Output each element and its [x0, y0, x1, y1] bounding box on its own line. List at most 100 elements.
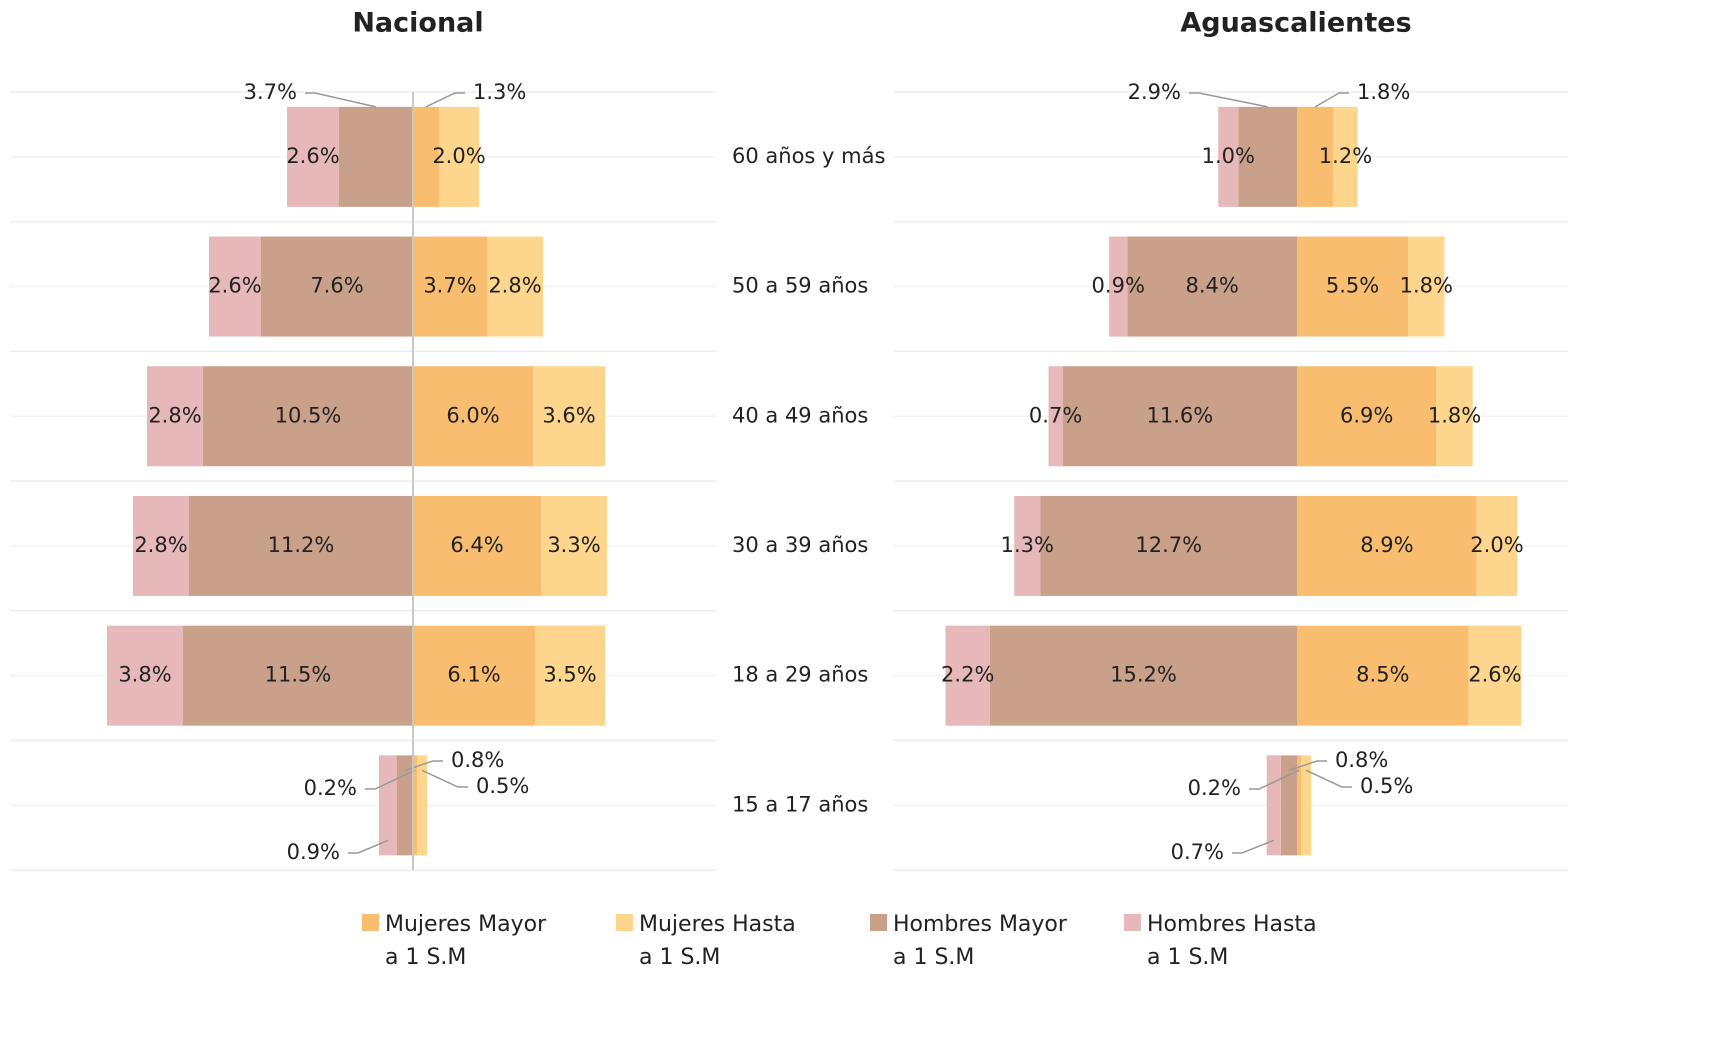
- category-label: 40 a 49 años: [732, 403, 868, 427]
- bar-segment: [339, 106, 413, 207]
- data-label: 2.8%: [148, 403, 201, 427]
- data-label: 2.9%: [1128, 80, 1181, 104]
- bar-segment: [487, 236, 543, 337]
- data-label: 15.2%: [1110, 663, 1177, 687]
- leader-line: [365, 769, 416, 790]
- data-label: 2.8%: [134, 533, 187, 557]
- data-label: 3.5%: [543, 663, 596, 687]
- data-label: 2.6%: [208, 274, 261, 298]
- bar-segment: [439, 106, 479, 207]
- legend-swatch: [616, 914, 633, 931]
- data-label: 2.2%: [941, 663, 994, 687]
- data-label: 1.8%: [1428, 403, 1481, 427]
- bar-segment: [535, 625, 605, 726]
- bar-segment: [413, 236, 487, 337]
- bar-segment: [1062, 366, 1297, 467]
- bar-segment: [1468, 625, 1522, 726]
- category-label: 15 a 17 años: [732, 792, 868, 816]
- bar-segment: [1297, 625, 1469, 726]
- data-label: 3.7%: [244, 80, 297, 104]
- data-label: 1.8%: [1357, 80, 1410, 104]
- bar-segment: [417, 755, 427, 856]
- bar-segment: [945, 625, 990, 726]
- legend-label: Mujeres Hasta a 1 S.M: [639, 912, 796, 970]
- leader-line: [1314, 92, 1349, 108]
- bar-segment: [189, 495, 413, 596]
- legend-swatch: [870, 914, 887, 931]
- legend-item: Mujeres Mayor a 1 S.M: [362, 908, 560, 974]
- data-label: 0.5%: [476, 774, 529, 798]
- data-label: 12.7%: [1135, 533, 1202, 557]
- bar-segment: [133, 495, 189, 596]
- data-label: 0.2%: [1188, 776, 1241, 800]
- bar-segment: [147, 366, 203, 467]
- bar-segment: [397, 755, 413, 856]
- data-label: 11.6%: [1146, 403, 1213, 427]
- leader-line: [404, 760, 443, 772]
- bar-segment: [533, 366, 605, 467]
- leader-line: [425, 92, 465, 108]
- bar-segment: [989, 625, 1297, 726]
- data-label: 3.7%: [423, 274, 476, 298]
- leader-line: [305, 92, 377, 108]
- data-label: 1.0%: [1202, 144, 1255, 168]
- legend-item: Mujeres Hasta a 1 S.M: [616, 908, 814, 974]
- data-label: 10.5%: [275, 403, 342, 427]
- leader-line: [421, 769, 468, 788]
- bar-segment: [1297, 236, 1409, 337]
- bar-segment: [1127, 236, 1297, 337]
- leader-line: [1288, 760, 1327, 772]
- bar-segment: [1297, 366, 1437, 467]
- chart-title: Nacional: [352, 8, 483, 39]
- bar-segment: [1301, 755, 1312, 856]
- data-label: 0.9%: [1092, 274, 1145, 298]
- data-label: 3.8%: [118, 663, 171, 687]
- data-label: 6.4%: [450, 533, 503, 557]
- data-label: 6.0%: [446, 403, 499, 427]
- bar-segment: [209, 236, 261, 337]
- leader-line: [1189, 92, 1268, 108]
- bar-segment: [183, 625, 413, 726]
- leader-line: [1249, 769, 1300, 790]
- category-label: 18 a 29 años: [732, 663, 868, 687]
- data-label: 2.0%: [432, 144, 485, 168]
- bar-segment: [1218, 106, 1239, 207]
- legend-label: Hombres Hasta a 1 S.M: [1147, 912, 1317, 970]
- legend-swatch: [362, 914, 379, 931]
- bar-segment: [1040, 495, 1297, 596]
- leader-line: [348, 839, 389, 854]
- category-label: 60 años y más: [732, 144, 885, 168]
- bar-segment: [1048, 366, 1063, 467]
- data-label: 8.5%: [1356, 663, 1409, 687]
- data-label: 11.2%: [268, 533, 335, 557]
- data-label: 2.0%: [1470, 533, 1523, 557]
- bar-segment: [287, 106, 339, 207]
- legend-swatch: [1124, 914, 1141, 931]
- category-label: 30 a 39 años: [732, 533, 868, 557]
- data-label: 0.8%: [451, 748, 504, 772]
- bar-segment: [413, 755, 417, 856]
- data-label: 0.2%: [304, 776, 357, 800]
- data-label: 6.9%: [1340, 403, 1393, 427]
- legend-label: Mujeres Mayor a 1 S.M: [385, 912, 547, 970]
- data-label: 3.3%: [547, 533, 600, 557]
- legend-label: Hombres Mayor a 1 S.M: [893, 912, 1067, 970]
- data-label: 0.7%: [1029, 403, 1082, 427]
- data-label: 6.1%: [447, 663, 500, 687]
- chart: Nacional Aguascalientes 60 años y más 50 …: [10, 8, 1568, 871]
- leader-line: [1232, 839, 1275, 854]
- data-label: 2.6%: [1468, 663, 1521, 687]
- bar-segment: [413, 106, 439, 207]
- legend-item: Hombres Mayor a 1 S.M: [870, 908, 1068, 974]
- bar-segment: [1476, 495, 1518, 596]
- bar-segment: [107, 625, 183, 726]
- data-label: 8.4%: [1185, 274, 1238, 298]
- bar-segment: [1280, 755, 1297, 856]
- bar-segment: [1109, 236, 1128, 337]
- data-label: 8.9%: [1360, 533, 1413, 557]
- leader-line: [1305, 769, 1352, 788]
- data-label: 11.5%: [265, 663, 332, 687]
- bar-segment: [203, 366, 413, 467]
- legend-item: Hombres Hasta a 1 S.M: [1124, 908, 1322, 974]
